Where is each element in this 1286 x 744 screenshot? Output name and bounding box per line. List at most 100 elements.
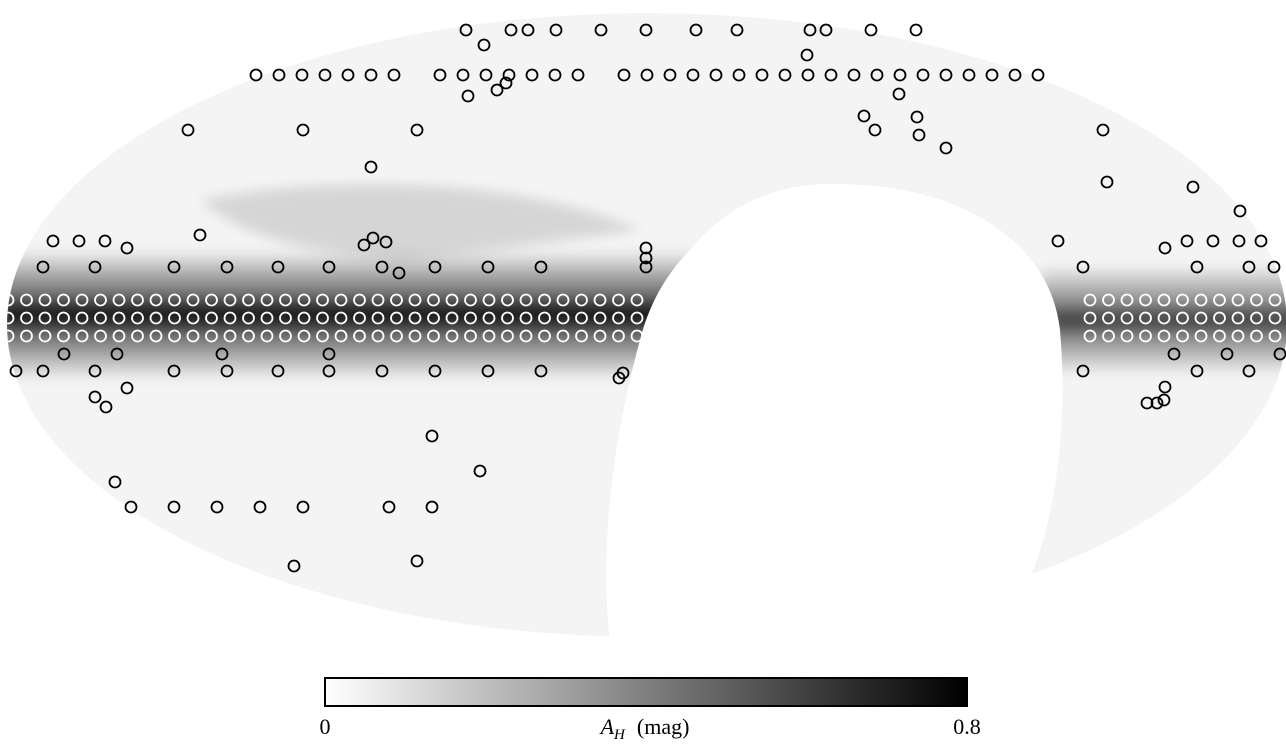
- field-marker: [1190, 364, 1204, 378]
- field-marker: [501, 293, 514, 307]
- field-marker: [548, 68, 562, 82]
- field-marker: [433, 68, 447, 82]
- field-marker: [556, 311, 570, 325]
- field-marker: [499, 76, 513, 90]
- field-marker: [205, 329, 218, 343]
- field-marker: [709, 68, 723, 82]
- field-marker: [461, 89, 475, 103]
- field-marker: [1267, 260, 1281, 274]
- field-marker: [800, 48, 814, 62]
- field-marker: [353, 311, 366, 325]
- field-marker: [593, 311, 607, 325]
- field-marker: [1102, 293, 1115, 307]
- field-marker: [1157, 393, 1171, 407]
- field-marker: [120, 381, 134, 395]
- field-marker: [730, 23, 744, 37]
- field-marker: [110, 347, 124, 361]
- field-marker: [271, 260, 285, 274]
- field-marker: [630, 293, 644, 307]
- field-marker: [1157, 293, 1171, 307]
- field-marker: [1083, 311, 1097, 325]
- field-marker: [20, 329, 33, 343]
- field-marker: [502, 68, 516, 82]
- field-marker: [112, 293, 126, 307]
- field-marker: [459, 23, 473, 37]
- field-marker: [864, 23, 878, 37]
- field-marker: [556, 329, 570, 343]
- field-marker: [1076, 364, 1090, 378]
- field-marker: [390, 311, 403, 325]
- colorbar-tick-label: 0: [320, 714, 331, 739]
- field-marker: [663, 68, 677, 82]
- field-marker: [366, 231, 380, 245]
- field-marker: [910, 110, 924, 124]
- field-marker: [1157, 311, 1171, 325]
- field-marker: [410, 123, 424, 137]
- field-marker: [193, 228, 207, 242]
- field-marker: [1231, 311, 1245, 325]
- field-marker: [445, 329, 459, 343]
- field-marker: [364, 68, 378, 82]
- field-marker: [617, 68, 631, 82]
- field-marker: [253, 500, 267, 514]
- field-marker: [1254, 234, 1268, 248]
- field-marker: [1250, 311, 1263, 325]
- field-marker: [295, 68, 309, 82]
- field-marker: [186, 293, 200, 307]
- field-marker: [912, 128, 926, 142]
- field-marker: [220, 260, 234, 274]
- field-marker: [1120, 311, 1134, 325]
- field-marker: [575, 329, 588, 343]
- field-marker: [755, 68, 769, 82]
- field-marker: [279, 293, 292, 307]
- field-marker: [1158, 241, 1172, 255]
- field-marker: [630, 329, 644, 343]
- field-marker: [167, 500, 181, 514]
- field-marker: [612, 329, 625, 343]
- field-marker: [1100, 175, 1114, 189]
- field-marker: [801, 68, 815, 82]
- field-marker: [1031, 68, 1045, 82]
- field-marker: [210, 500, 224, 514]
- field-marker: [364, 160, 378, 174]
- field-marker: [271, 364, 285, 378]
- sky: [7, 13, 1286, 637]
- field-marker: [20, 311, 33, 325]
- field-marker: [732, 68, 746, 82]
- field-marker: [456, 68, 470, 82]
- field-marker: [249, 68, 263, 82]
- field-marker: [1194, 329, 1208, 343]
- field-marker: [186, 329, 200, 343]
- field-marker: [260, 293, 274, 307]
- field-marker: [36, 260, 50, 274]
- field-marker: [1233, 204, 1247, 218]
- field-marker: [1008, 68, 1022, 82]
- field-marker: [20, 293, 33, 307]
- field-marker: [1206, 234, 1220, 248]
- field-marker: [88, 260, 102, 274]
- field-marker: [1242, 364, 1256, 378]
- field-marker: [501, 329, 514, 343]
- field-marker: [390, 293, 403, 307]
- field-marker: [445, 293, 459, 307]
- field-marker: [131, 293, 144, 307]
- field-marker: [57, 347, 71, 361]
- field-marker: [847, 68, 861, 82]
- field-marker: [1083, 293, 1097, 307]
- field-marker: [296, 123, 310, 137]
- field-marker: [538, 311, 551, 325]
- field-marker: [1194, 293, 1208, 307]
- field-marker: [639, 251, 653, 265]
- field-marker: [1150, 396, 1164, 410]
- field-marker: [75, 293, 89, 307]
- field-marker: [612, 293, 625, 307]
- field-marker: [318, 68, 332, 82]
- field-marker: [538, 329, 551, 343]
- field-marker: [571, 68, 585, 82]
- field-marker: [427, 329, 440, 343]
- field-marker: [341, 68, 355, 82]
- field-marker: [168, 293, 181, 307]
- field-marker: [242, 311, 255, 325]
- field-marker: [870, 68, 884, 82]
- field-marker: [1213, 293, 1226, 307]
